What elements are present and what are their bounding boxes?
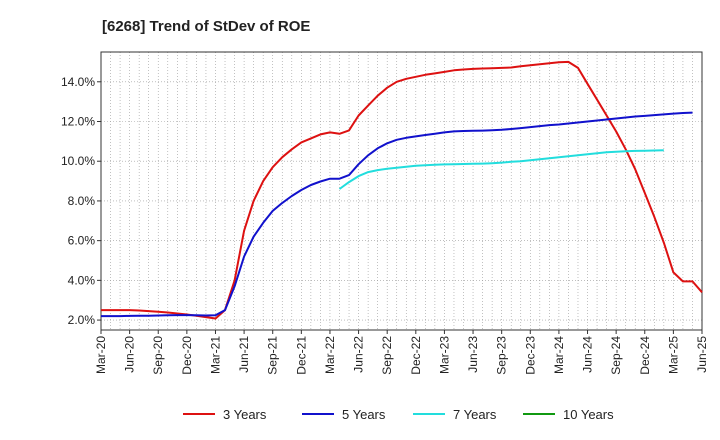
- x-tick-label: Mar-23: [437, 336, 451, 374]
- series-lines: [101, 60, 703, 320]
- x-tick-label: Sep-21: [266, 336, 280, 375]
- x-tick-label: Sep-24: [609, 336, 623, 375]
- x-tick-label: Sep-22: [380, 336, 394, 375]
- series-line-5-years: [101, 111, 693, 318]
- x-tick-label: Sep-20: [151, 336, 165, 375]
- legend-label: 7 Years: [453, 407, 497, 422]
- y-tick-label: 2.0%: [68, 313, 96, 327]
- x-tick-label: Jun-22: [352, 336, 366, 373]
- series-line-3-years: [101, 60, 703, 320]
- x-tick-label: Mar-25: [666, 336, 680, 374]
- legend-label: 3 Years: [223, 407, 267, 422]
- y-tick-label: 4.0%: [68, 273, 96, 287]
- y-tick-label: 12.0%: [61, 115, 95, 129]
- legend: 3 Years 5 Years 7 Years 10 Years: [183, 407, 614, 422]
- x-tick-label: Dec-22: [409, 336, 423, 375]
- x-tick-label: Mar-24: [552, 336, 566, 374]
- axes: [97, 51, 703, 334]
- y-tick-label: 6.0%: [68, 234, 96, 248]
- x-tick-label: Jun-21: [237, 336, 251, 373]
- x-tick-label: Jun-23: [466, 336, 480, 373]
- y-tick-labels: 2.0% 4.0% 6.0% 8.0% 10.0% 12.0% 14.0%: [61, 75, 95, 327]
- x-tick-label: Dec-21: [294, 336, 308, 375]
- x-tick-label: Dec-23: [523, 336, 537, 375]
- x-tick-label: Mar-20: [94, 336, 108, 374]
- y-tick-label: 10.0%: [61, 154, 95, 168]
- series-line-7-years: [338, 149, 664, 190]
- x-tick-label: Sep-23: [495, 336, 509, 375]
- x-tick-label: Mar-22: [323, 336, 337, 374]
- grid: [101, 52, 702, 330]
- x-tick-labels: Mar-20 Jun-20 Sep-20 Dec-20 Mar-21 Jun-21 Sep-…: [94, 336, 709, 375]
- legend-label: 10 Years: [563, 407, 614, 422]
- x-tick-label: Mar-21: [208, 336, 222, 374]
- x-tick-label: Dec-20: [180, 336, 194, 375]
- x-tick-label: Jun-20: [123, 336, 137, 373]
- y-tick-label: 14.0%: [61, 75, 95, 89]
- x-tick-label: Jun-24: [581, 336, 595, 373]
- x-tick-label: Dec-24: [638, 336, 652, 375]
- chart-title: [6268] Trend of StDev of ROE: [102, 18, 310, 35]
- legend-label: 5 Years: [342, 407, 386, 422]
- y-tick-label: 8.0%: [68, 194, 96, 208]
- plot-frame: [100, 51, 703, 331]
- x-tick-label: Jun-25: [695, 336, 709, 373]
